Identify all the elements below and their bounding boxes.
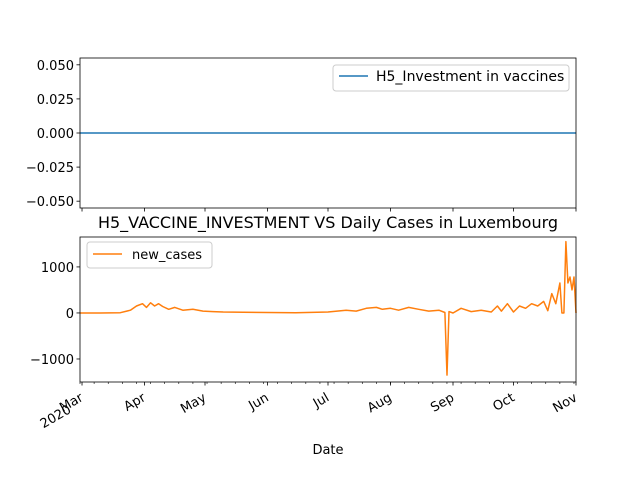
- top-y-tick-label: −0.025: [26, 161, 74, 176]
- bottom-legend-box: [86, 241, 213, 269]
- bottom-chart-title: H5_VACCINE_INVESTMENT VS Daily Cases in …: [98, 213, 558, 233]
- bottom-series-line-0: [80, 240, 577, 376]
- bottom-legend: new_cases: [86, 241, 213, 269]
- top-legend-box: [332, 64, 570, 92]
- top-y-tick-label: 0.050: [37, 59, 74, 74]
- top-y-ticks: 0.050 0.025 0.000 −0.025 −0.050: [26, 59, 80, 210]
- top-legend: H5_Investment in vaccines: [332, 64, 570, 92]
- top-y-tick-label: 0.025: [37, 93, 74, 108]
- top-y-tick-label: −0.050: [26, 195, 74, 210]
- bottom-y-tick-label: −1000: [30, 353, 74, 368]
- top-x-ticks: [81, 208, 577, 212]
- bottom-y-tick-label: 0: [66, 307, 74, 322]
- top-subplot: 0.050 0.025 0.000 −0.025 −0.050 H5_Investmen…: [26, 57, 577, 212]
- top-y-tick-label: 0.000: [37, 127, 74, 142]
- top-legend-label: H5_Investment in vaccines: [376, 69, 564, 85]
- x-axis-label: Date: [312, 443, 343, 458]
- bottom-x-tick-label: Jul: [310, 390, 332, 411]
- bottom-y-tick-label: 1000: [41, 261, 74, 276]
- bottom-legend-label: new_cases: [132, 248, 202, 263]
- bottom-y-ticks: 1000 0 −1000: [30, 261, 80, 368]
- bottom-series-lines: [80, 240, 577, 376]
